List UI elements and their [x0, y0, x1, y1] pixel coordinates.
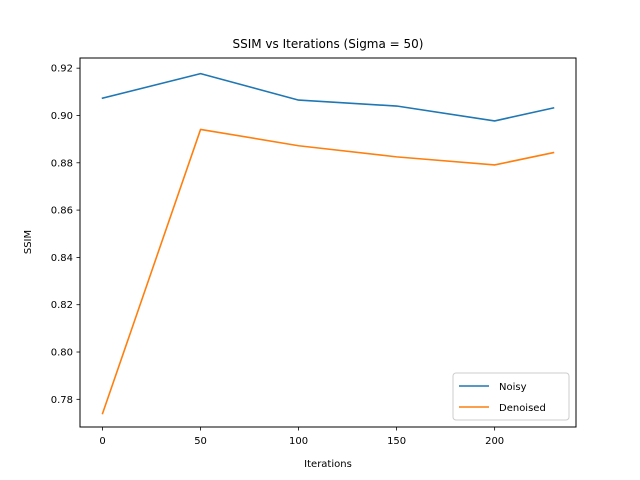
x-tick-label: 150: [387, 436, 406, 447]
series-layer: [101, 72, 555, 415]
y-tick-label: 0.86: [51, 206, 73, 217]
y-tick-label: 0.84: [51, 253, 73, 264]
plot-frame: [79, 57, 577, 428]
y-tick-label: 0.90: [51, 111, 73, 122]
legend-label-denoised: Denoised: [499, 403, 546, 414]
legend-box: [452, 372, 570, 421]
y-tick-label: 0.88: [51, 158, 73, 169]
chart-title: SSIM vs Iterations (Sigma = 50): [232, 37, 423, 51]
x-tick-label: 100: [289, 436, 308, 447]
y-axis: 0.78 0.80 0.82 0.84 0.86 0.88 0.90 0.92: [51, 64, 80, 406]
x-axis-label: Iterations: [304, 459, 352, 470]
x-tick-label: 0: [99, 436, 105, 447]
y-axis-label: SSIM: [23, 230, 34, 254]
legend: Noisy Denoised: [452, 372, 570, 421]
y-tick-label: 0.80: [51, 348, 73, 359]
x-tick-label: 50: [194, 436, 207, 447]
y-tick-label: 0.82: [51, 300, 73, 311]
x-axis: 0 50 100 150 200: [99, 427, 504, 447]
series-line-denoised: [101, 128, 555, 415]
legend-label-noisy: Noisy: [499, 382, 527, 393]
x-tick-label: 200: [485, 436, 504, 447]
series-line-noisy: [101, 72, 555, 122]
y-tick-label: 0.78: [51, 395, 73, 406]
y-tick-label: 0.92: [51, 64, 73, 75]
